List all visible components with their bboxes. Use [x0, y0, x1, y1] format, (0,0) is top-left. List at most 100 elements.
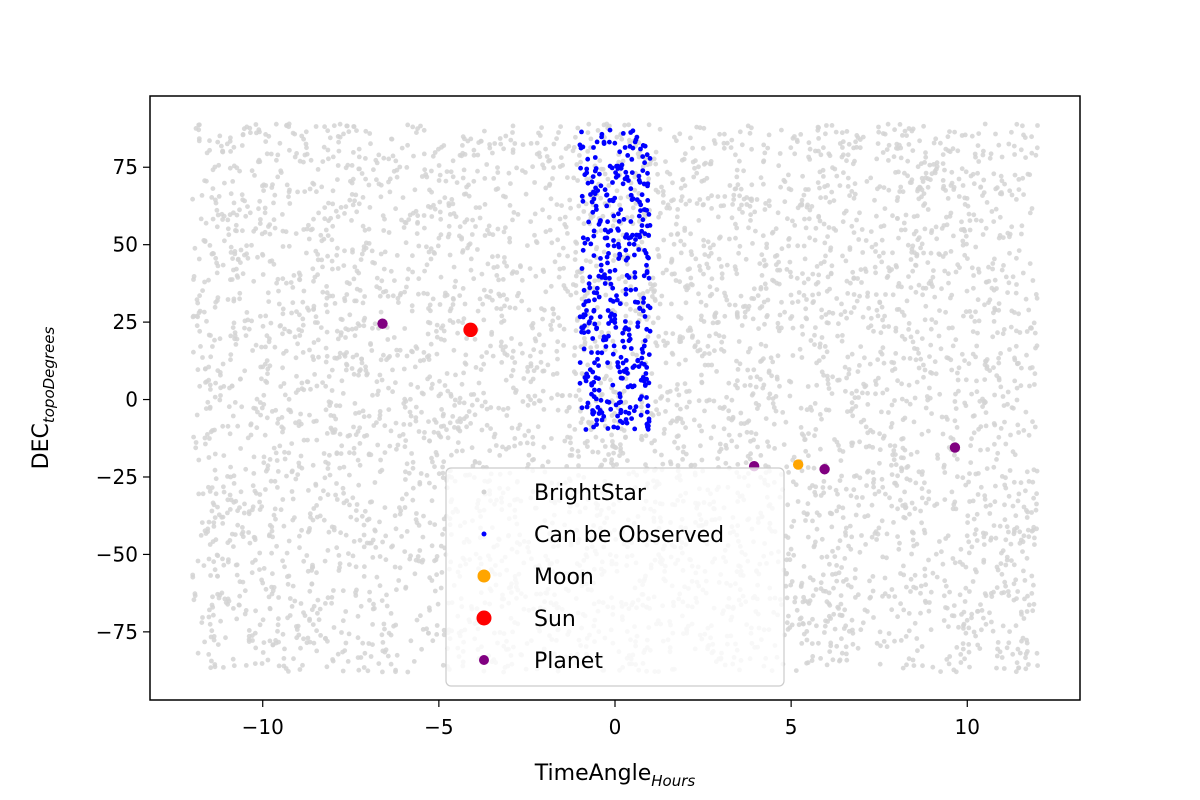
brightstar-point	[450, 296, 456, 301]
brightstar-point	[748, 212, 753, 218]
brightstar-point	[192, 593, 198, 599]
brightstar-point	[697, 263, 702, 269]
brightstar-point	[1034, 468, 1040, 474]
brightstar-point	[959, 133, 965, 138]
brightstar-point	[902, 415, 908, 421]
brightstar-point	[576, 454, 582, 459]
brightstar-point	[399, 217, 404, 223]
brightstar-point	[598, 228, 604, 234]
brightstar-point	[303, 141, 309, 147]
brightstar-point	[661, 431, 667, 436]
brightstar-point	[779, 299, 784, 305]
brightstar-point	[705, 265, 711, 271]
brightstar-point	[854, 495, 860, 500]
brightstar-point	[716, 333, 722, 339]
brightstar-point	[555, 237, 561, 243]
brightstar-point	[212, 662, 218, 667]
brightstar-point	[209, 195, 215, 200]
brightstar-point	[226, 232, 232, 238]
brightstar-point	[935, 452, 940, 458]
brightstar-point	[922, 226, 928, 232]
brightstar-point	[359, 513, 365, 519]
brightstar-point	[954, 456, 960, 462]
brightstar-point	[1008, 324, 1014, 330]
brightstar-point	[1006, 493, 1012, 499]
brightstar-point	[598, 380, 604, 386]
brightstar-point	[355, 613, 361, 619]
brightstar-point	[1034, 491, 1039, 497]
brightstar-point	[230, 656, 236, 662]
brightstar-point	[1024, 555, 1030, 561]
brightstar-point	[250, 483, 256, 489]
brightstar-point	[921, 123, 926, 129]
brightstar-point	[992, 256, 997, 262]
brightstar-point	[335, 245, 340, 251]
brightstar-point	[784, 595, 790, 601]
brightstar-point	[528, 361, 534, 366]
brightstar-point	[972, 531, 978, 537]
brightstar-point	[327, 472, 333, 478]
brightstar-point	[1013, 669, 1019, 675]
brightstar-point	[785, 502, 791, 508]
brightstar-point	[909, 500, 915, 506]
brightstar-point	[794, 607, 800, 613]
brightstar-point	[798, 132, 804, 137]
brightstar-point	[931, 162, 937, 167]
brightstar-point	[822, 630, 827, 635]
brightstar-point	[726, 432, 732, 438]
brightstar-point	[669, 271, 675, 277]
brightstar-point	[230, 179, 236, 184]
brightstar-point	[215, 573, 220, 579]
brightstar-point	[329, 258, 335, 264]
brightstar-point	[974, 343, 980, 349]
brightstar-point	[790, 479, 796, 485]
brightstar-point	[878, 224, 884, 230]
brightstar-point	[457, 152, 463, 158]
brightstar-point	[853, 567, 858, 572]
brightstar-point	[921, 191, 927, 197]
brightstar-point	[573, 249, 579, 255]
brightstar-point	[341, 263, 347, 268]
brightstar-point	[879, 409, 884, 415]
brightstar-point	[488, 405, 494, 410]
brightstar-point	[716, 256, 722, 262]
brightstar-point	[696, 164, 701, 170]
brightstar-point	[206, 277, 211, 283]
brightstar-point	[941, 183, 947, 189]
brightstar-point	[347, 432, 353, 438]
brightstar-point	[1002, 181, 1007, 187]
brightstar-point	[906, 327, 911, 332]
brightstar-point	[844, 278, 850, 284]
brightstar-point	[382, 450, 388, 455]
brightstar-point	[488, 288, 494, 294]
brightstar-point	[438, 232, 444, 238]
brightstar-point	[213, 255, 219, 261]
brightstar-point	[886, 324, 891, 329]
brightstar-point	[319, 238, 325, 244]
brightstar-point	[872, 491, 878, 497]
brightstar-point	[734, 271, 740, 277]
brightstar-point	[215, 263, 221, 269]
brightstar-point	[259, 661, 265, 666]
brightstar-point	[759, 304, 765, 309]
brightstar-point	[271, 261, 277, 267]
brightstar-point	[203, 406, 209, 411]
brightstar-point	[826, 225, 832, 230]
brightstar-point	[194, 412, 200, 418]
brightstar-point	[1032, 330, 1038, 336]
brightstar-point	[530, 457, 535, 463]
brightstar-point	[976, 131, 982, 137]
brightstar-point	[466, 409, 472, 414]
brightstar-point	[919, 486, 925, 492]
brightstar-point	[417, 480, 423, 485]
brightstar-point	[868, 315, 874, 321]
brightstar-point	[922, 566, 928, 572]
brightstar-point	[876, 489, 882, 494]
brightstar-point	[586, 121, 592, 127]
brightstar-point	[806, 620, 812, 626]
brightstar-point	[307, 511, 313, 517]
brightstar-point	[991, 421, 997, 426]
brightstar-point	[342, 353, 348, 359]
brightstar-point	[585, 438, 590, 444]
brightstar-point	[901, 607, 907, 613]
